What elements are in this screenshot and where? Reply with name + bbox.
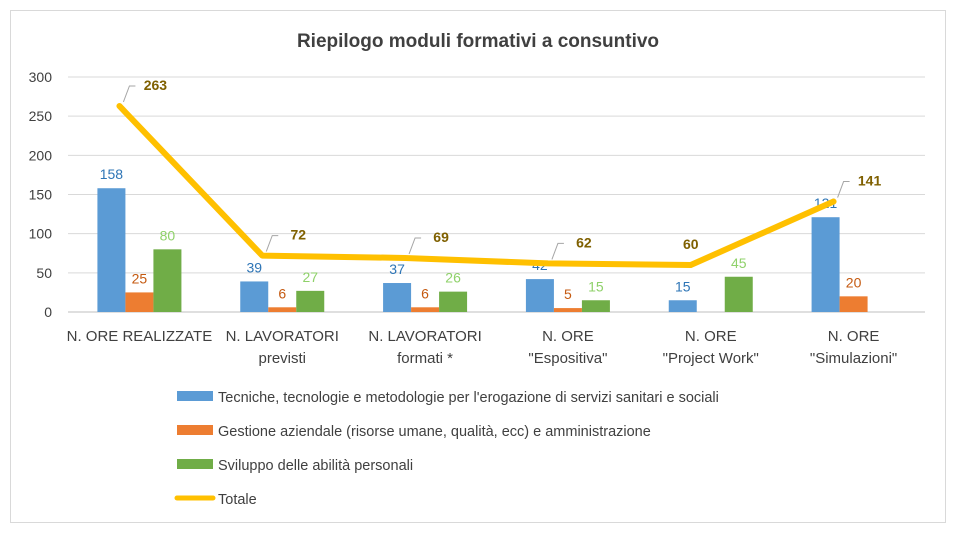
data-label: 37 — [389, 261, 405, 277]
bar — [724, 276, 753, 312]
chart-title: Riepilogo moduli formativi a consuntivo — [297, 31, 659, 52]
y-tick-label: 150 — [29, 187, 53, 203]
x-tick-label: N. LAVORATORI — [226, 328, 339, 345]
bar — [296, 290, 325, 312]
data-label: 25 — [132, 270, 148, 286]
x-tick-label: formati * — [397, 350, 453, 367]
x-tick-label: N. ORE REALIZZATE — [67, 328, 213, 345]
data-label: 5 — [564, 286, 572, 302]
leader-line — [837, 181, 850, 198]
legend-entry: Totale — [218, 492, 257, 508]
data-label: 6 — [278, 285, 286, 301]
x-tick-label: "Espositiva" — [528, 350, 607, 367]
x-tick-label: N. ORE — [828, 328, 880, 345]
y-tick-label: 200 — [29, 147, 53, 163]
bar — [383, 283, 412, 312]
legend-swatch — [177, 425, 213, 435]
data-label: 20 — [846, 274, 862, 290]
data-label: 27 — [302, 269, 318, 285]
leader-line — [408, 237, 422, 255]
data-label: 26 — [445, 270, 461, 286]
leader-line — [122, 85, 136, 103]
y-tick-label: 300 — [29, 69, 53, 85]
data-label: 15 — [675, 278, 691, 294]
data-label: 45 — [731, 255, 747, 271]
leader-line — [265, 235, 279, 252]
data-label: 15 — [588, 278, 604, 294]
series-line-totale — [116, 102, 837, 268]
bar — [439, 291, 468, 312]
total-data-label: 72 — [290, 227, 306, 243]
bar — [411, 307, 440, 312]
y-tick-label: 0 — [44, 304, 52, 320]
data-label: 39 — [246, 259, 262, 275]
bar — [97, 188, 126, 312]
total-data-label: 263 — [144, 77, 168, 93]
legend-swatch — [177, 459, 213, 469]
total-data-label: 69 — [433, 229, 449, 245]
y-tick-label: 100 — [29, 226, 53, 242]
legend-entry: Gestione aziendale (risorse umane, quali… — [218, 424, 651, 440]
bar — [668, 300, 697, 312]
legend-entry: Tecniche, tecnologie e metodologie per l… — [218, 390, 719, 406]
bar — [240, 281, 269, 312]
bar — [525, 279, 554, 312]
x-tick-label: "Simulazioni" — [810, 350, 897, 367]
bar — [839, 296, 868, 312]
leader-line — [551, 242, 564, 260]
y-tick-label: 250 — [29, 108, 53, 124]
x-tick-label: N. LAVORATORI — [368, 328, 481, 345]
x-tick-label: N. ORE — [542, 328, 594, 345]
data-label: 80 — [160, 227, 176, 243]
x-tick-label: previsti — [258, 350, 306, 367]
bar — [811, 217, 840, 312]
total-data-label: 62 — [576, 234, 592, 250]
bar — [581, 300, 610, 312]
bar — [153, 249, 182, 312]
bar — [125, 292, 154, 312]
data-label: 6 — [421, 285, 429, 301]
total-data-label: 60 — [683, 236, 699, 252]
total-data-label: 141 — [858, 173, 882, 189]
bar — [268, 307, 297, 312]
x-tick-label: "Project Work" — [663, 350, 759, 367]
data-label: 158 — [100, 166, 124, 182]
bar — [553, 308, 582, 312]
legend-entry: Sviluppo delle abilità personali — [218, 458, 413, 474]
y-tick-label: 50 — [36, 265, 52, 281]
legend-swatch — [177, 391, 213, 401]
x-tick-label: N. ORE — [685, 328, 737, 345]
